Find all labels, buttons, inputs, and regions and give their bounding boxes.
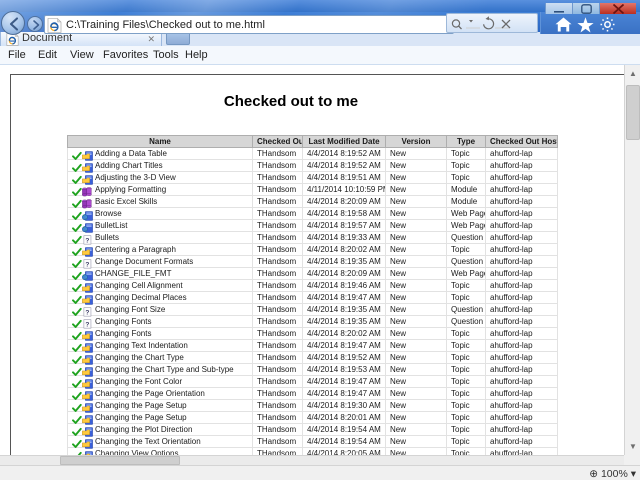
svg-text:?: ?: [85, 309, 89, 316]
svg-text:?: ?: [85, 321, 89, 328]
svg-text:?: ?: [85, 237, 89, 244]
svg-text:?: ?: [85, 261, 89, 268]
